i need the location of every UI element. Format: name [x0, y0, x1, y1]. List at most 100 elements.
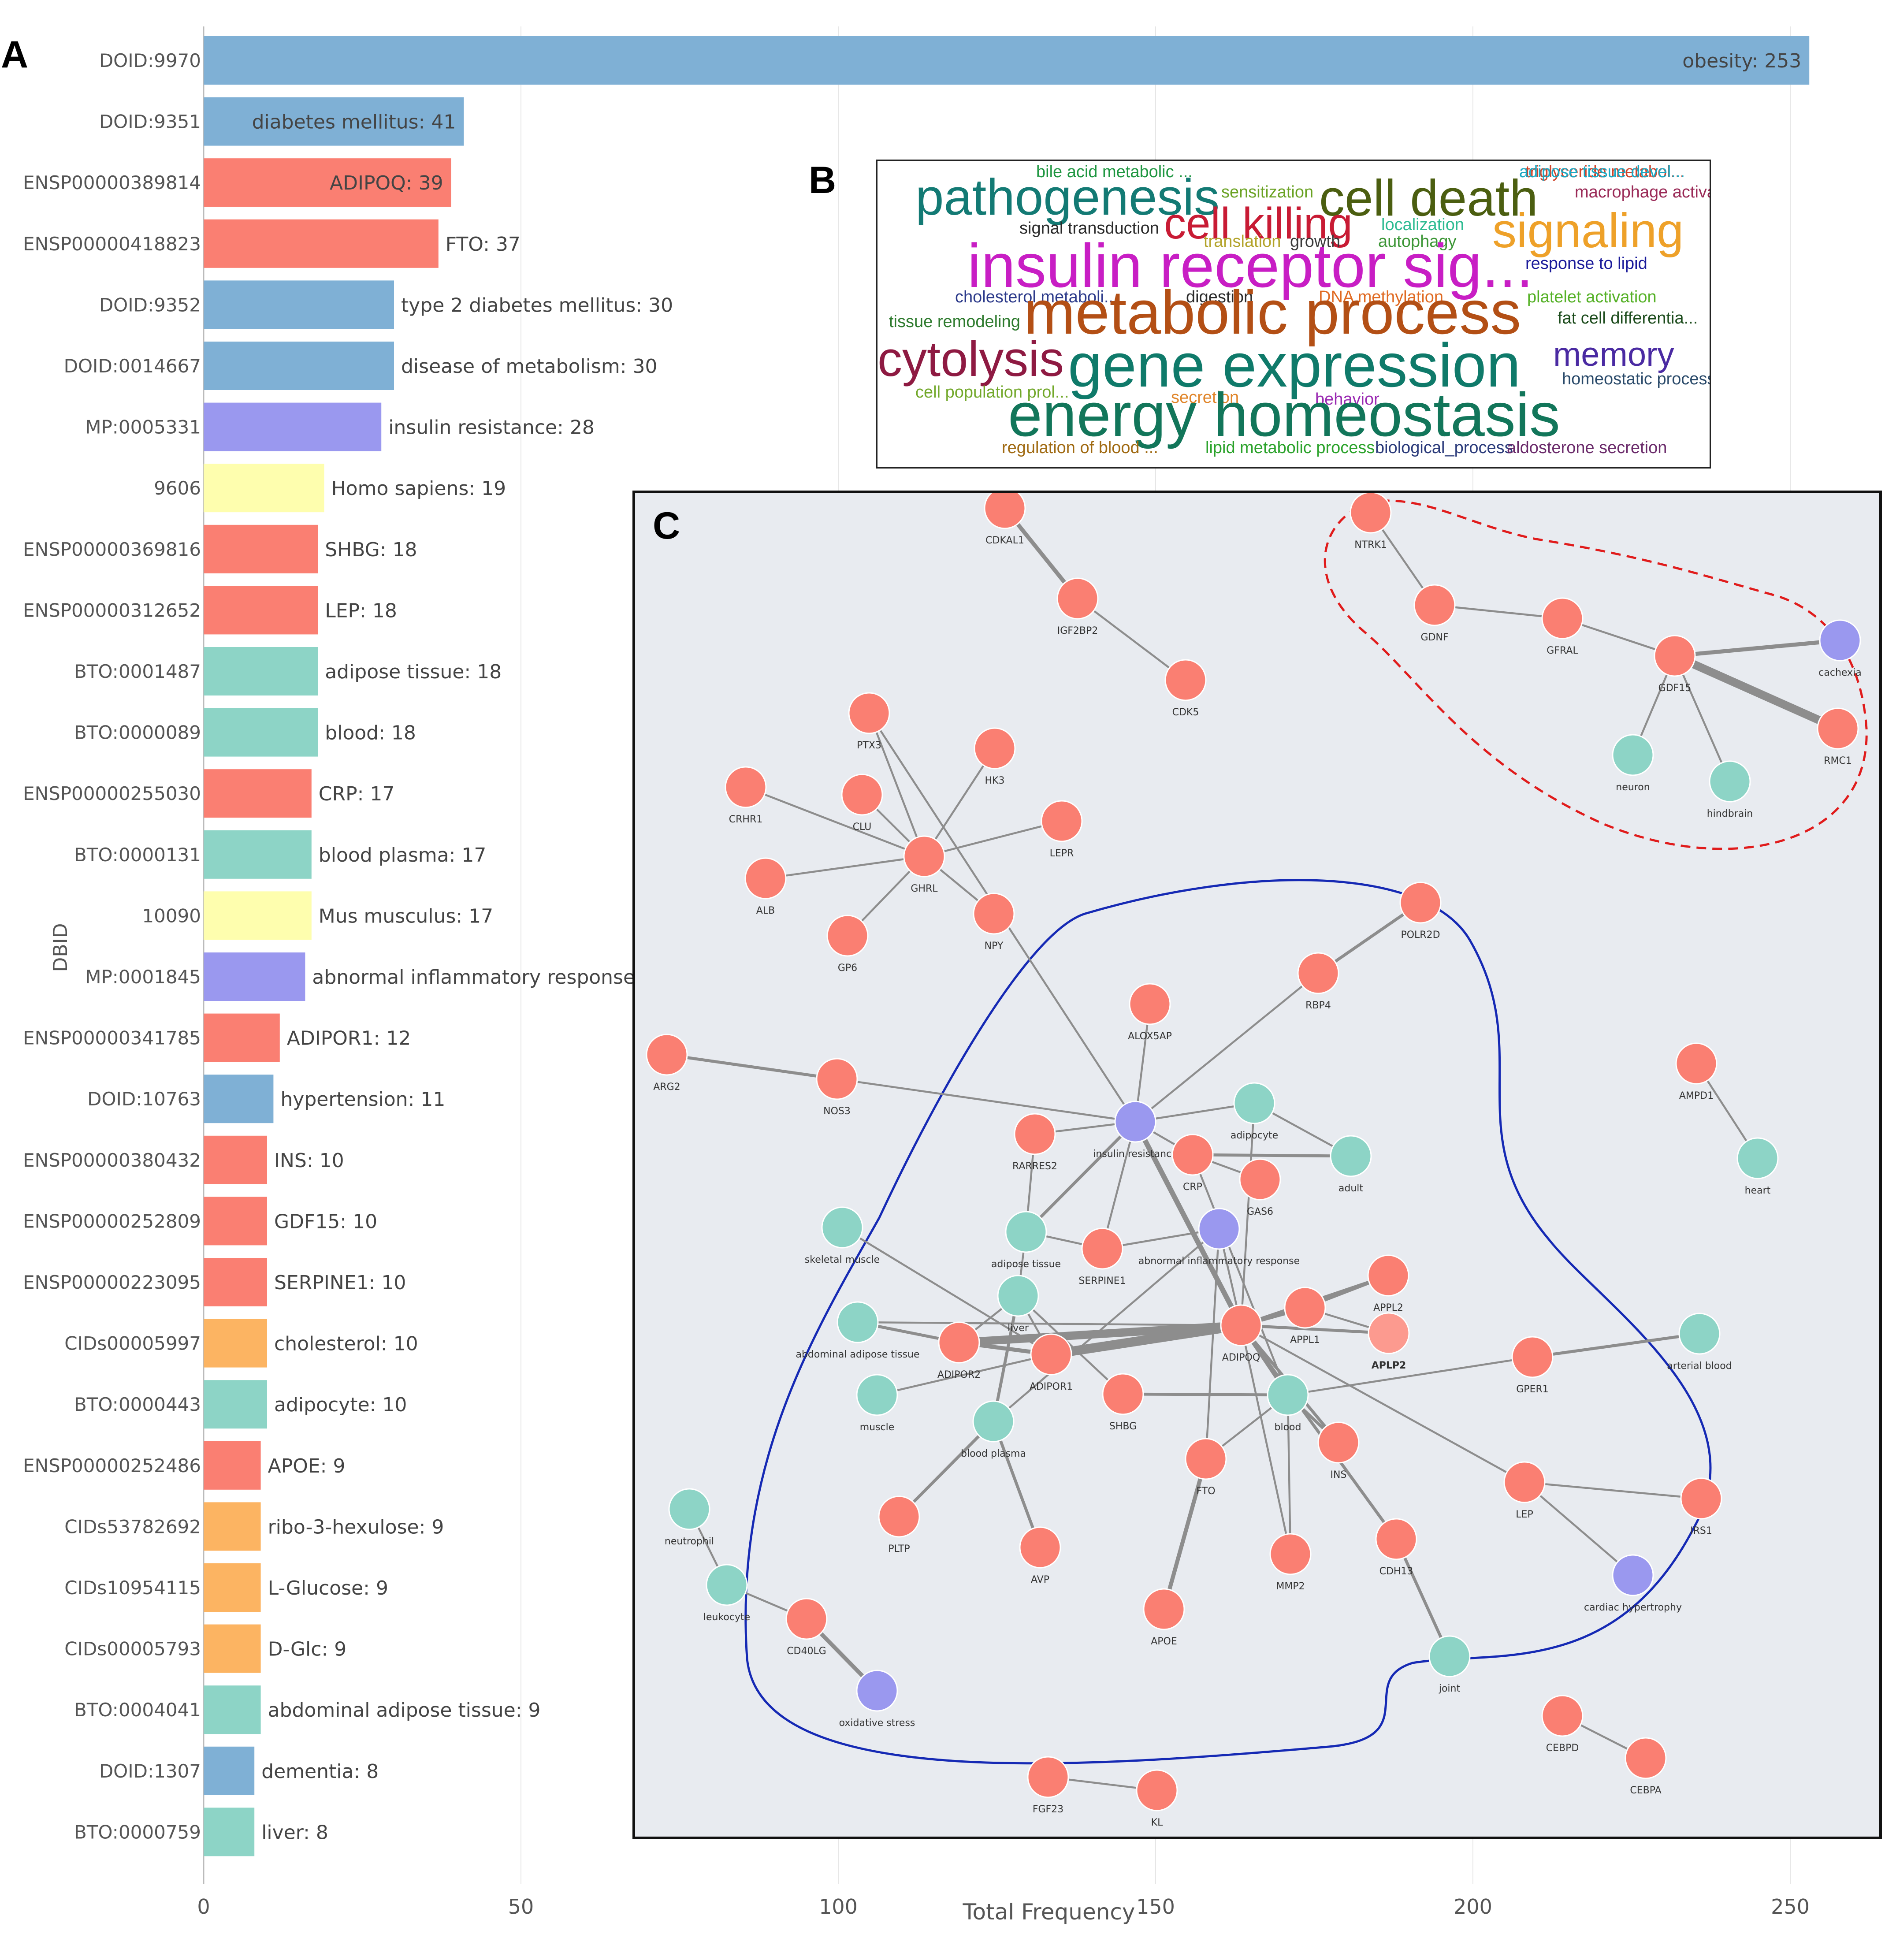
- bar[interactable]: [204, 464, 324, 513]
- bar[interactable]: [204, 1013, 280, 1062]
- bar[interactable]: [204, 219, 439, 268]
- network-node[interactable]: [1541, 1695, 1584, 1737]
- bar[interactable]: [204, 1563, 261, 1612]
- network-node[interactable]: [1102, 1373, 1144, 1415]
- network-node[interactable]: [984, 491, 1026, 529]
- network-node[interactable]: [1019, 1526, 1061, 1569]
- network-node[interactable]: [1817, 707, 1859, 750]
- network-node[interactable]: [1030, 1333, 1072, 1376]
- bar[interactable]: [204, 342, 394, 390]
- network-node[interactable]: [1269, 1533, 1312, 1575]
- network-node[interactable]: [706, 1564, 748, 1606]
- network-node[interactable]: [974, 727, 1016, 770]
- network-node[interactable]: [1541, 597, 1584, 640]
- bar[interactable]: [204, 36, 1810, 85]
- bar[interactable]: [204, 402, 382, 451]
- network-node[interactable]: [1143, 1588, 1185, 1630]
- bar[interactable]: [204, 158, 451, 207]
- network-node[interactable]: [1399, 881, 1442, 924]
- network-node[interactable]: [1267, 1374, 1309, 1416]
- network-node[interactable]: [785, 1598, 828, 1640]
- network-node[interactable]: [1239, 1158, 1281, 1201]
- bar[interactable]: [204, 1319, 267, 1368]
- network-node[interactable]: [1129, 983, 1171, 1025]
- network-node[interactable]: [1005, 1211, 1047, 1253]
- network-node[interactable]: [1413, 584, 1456, 626]
- network-node[interactable]: [997, 1275, 1039, 1317]
- bar[interactable]: [204, 1685, 261, 1734]
- network-node[interactable]: [1185, 1438, 1227, 1480]
- network-node[interactable]: [1330, 1135, 1372, 1177]
- network-node[interactable]: [1375, 1518, 1417, 1560]
- bar[interactable]: [204, 1258, 267, 1306]
- network-node[interactable]: [826, 915, 869, 957]
- network-node[interactable]: [1056, 577, 1099, 620]
- network-node[interactable]: [1114, 1101, 1156, 1143]
- bar[interactable]: [204, 647, 318, 695]
- bar[interactable]: [204, 769, 312, 818]
- network-node[interactable]: [744, 857, 787, 900]
- network-node[interactable]: [1136, 1769, 1178, 1811]
- network-node[interactable]: [1612, 734, 1654, 776]
- network-node[interactable]: [1654, 635, 1696, 677]
- network-node[interactable]: [856, 1670, 898, 1712]
- network-node[interactable]: [856, 1374, 898, 1416]
- network-node[interactable]: [1612, 1554, 1654, 1596]
- bar[interactable]: [204, 586, 318, 635]
- network-node[interactable]: [1220, 1304, 1262, 1346]
- network-node[interactable]: [1678, 1313, 1721, 1355]
- network-node[interactable]: [1198, 1208, 1240, 1250]
- network-node[interactable]: [1027, 1756, 1069, 1798]
- bar[interactable]: [204, 708, 318, 757]
- network-node[interactable]: [973, 893, 1015, 935]
- network-node[interactable]: [1680, 1477, 1722, 1520]
- network-node[interactable]: [1164, 659, 1207, 701]
- network-node[interactable]: [668, 1488, 710, 1530]
- network-node[interactable]: [821, 1206, 863, 1249]
- network-node[interactable]: [1284, 1287, 1326, 1329]
- network-node[interactable]: [938, 1321, 980, 1364]
- bar[interactable]: [204, 952, 305, 1001]
- bar[interactable]: [204, 524, 318, 573]
- bar[interactable]: [204, 830, 312, 879]
- bar[interactable]: [204, 1441, 261, 1490]
- bar[interactable]: [204, 1197, 267, 1246]
- network-node[interactable]: [878, 1495, 920, 1538]
- bar[interactable]: [204, 1624, 261, 1673]
- network-node[interactable]: [837, 1301, 879, 1343]
- network-node[interactable]: [1428, 1635, 1471, 1677]
- network-node[interactable]: [1625, 1737, 1667, 1779]
- network-node[interactable]: [1511, 1336, 1554, 1378]
- network-node[interactable]: [1503, 1461, 1546, 1503]
- bar[interactable]: [204, 1746, 255, 1795]
- network-node[interactable]: [1081, 1227, 1123, 1270]
- bar[interactable]: [204, 1808, 255, 1856]
- network-node[interactable]: [1367, 1254, 1409, 1297]
- network-node[interactable]: [1819, 619, 1861, 662]
- network-node[interactable]: [848, 692, 890, 734]
- network-node[interactable]: [1233, 1082, 1275, 1124]
- network-node[interactable]: [841, 774, 883, 816]
- bar[interactable]: [204, 280, 394, 329]
- network-node[interactable]: [1171, 1134, 1214, 1176]
- bar[interactable]: [204, 1075, 274, 1123]
- network-node[interactable]: [1014, 1113, 1056, 1155]
- network-node[interactable]: [903, 835, 945, 878]
- bar[interactable]: [204, 97, 464, 146]
- network-node[interactable]: [725, 766, 767, 808]
- bar[interactable]: [204, 1502, 261, 1551]
- network-node[interactable]: [1317, 1421, 1360, 1464]
- network-node[interactable]: [1041, 800, 1083, 842]
- network-node[interactable]: [972, 1400, 1015, 1443]
- bar[interactable]: [204, 1135, 267, 1184]
- network-node[interactable]: [1709, 760, 1751, 803]
- network-node[interactable]: [1350, 492, 1392, 534]
- network-node[interactable]: [1675, 1042, 1718, 1085]
- network-node[interactable]: [646, 1034, 688, 1076]
- network-node[interactable]: [816, 1058, 858, 1100]
- bar[interactable]: [204, 891, 312, 940]
- network-node[interactable]: [1297, 952, 1339, 994]
- network-node[interactable]: [1736, 1137, 1779, 1179]
- bar[interactable]: [204, 1380, 267, 1429]
- network-node[interactable]: [1368, 1312, 1410, 1354]
